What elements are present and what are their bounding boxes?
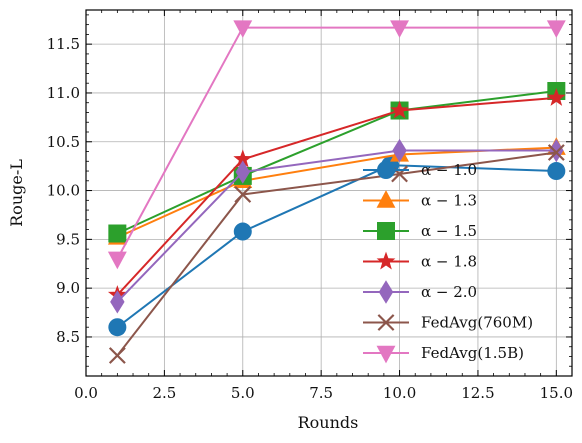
legend-label: α − 1.3 [421, 192, 477, 210]
data-point-marker [392, 138, 407, 163]
legend-label: FedAvg(1.5B) [421, 344, 524, 362]
legend-entry: α − 1.5 [363, 222, 477, 240]
series-3 [108, 82, 566, 243]
data-point-marker [390, 20, 409, 38]
legend-entry: α − 1.8 [363, 251, 477, 271]
series-line [116, 151, 557, 357]
x-marker-stroke [108, 347, 126, 364]
data-point-marker [234, 186, 252, 203]
series-line [116, 96, 557, 296]
x-tick-label: 7.5 [309, 384, 333, 402]
series-group [107, 20, 566, 364]
legend-entry: α − 1.0 [363, 161, 477, 179]
series-line [116, 26, 557, 260]
data-point-marker [233, 149, 253, 168]
legend-entry: α − 2.0 [363, 280, 477, 304]
y-tick-label: 10.5 [47, 133, 80, 151]
data-point-marker [546, 20, 566, 38]
data-point-marker [108, 224, 127, 243]
x-marker-stroke [234, 186, 252, 203]
legend-marker [377, 314, 395, 331]
legend: α − 1.0 α − 1.3 α − 1.5 α − 1.8 α − 2.0 FedAv… [363, 161, 533, 364]
x-tick-label: 12.5 [461, 384, 494, 402]
data-point-marker [547, 144, 565, 161]
y-axis-title: Rouge-L [7, 159, 26, 227]
legend-marker [377, 161, 395, 179]
series-1 [108, 156, 566, 337]
legend-label: α − 1.0 [421, 161, 477, 179]
y-tick-label: 11.5 [47, 35, 80, 53]
x-marker-stroke [377, 314, 395, 331]
data-point-marker [233, 20, 253, 38]
legend-marker [376, 190, 396, 208]
x-tick-label: 15.0 [540, 384, 573, 402]
tick-group: 0.0 2.5 5.0 7.5 10.0 12.5 15.0 8.5 9.0 9.5 10.0 10.… [47, 10, 573, 402]
data-point-marker [108, 347, 126, 364]
x-tick-label: 0.0 [74, 384, 98, 402]
legend-entry: FedAvg(760M) [363, 314, 533, 332]
series-line [116, 164, 557, 328]
x-tick-label: 2.5 [152, 384, 176, 402]
series-5 [110, 138, 564, 314]
legend-label: FedAvg(760M) [421, 314, 533, 332]
data-point-marker [549, 138, 564, 163]
legend-label: α − 2.0 [421, 283, 477, 301]
data-point-marker [546, 87, 566, 106]
y-tick-label: 9.0 [56, 279, 80, 297]
y-tick-label: 10.0 [47, 182, 80, 200]
legend-entry: α − 1.3 [363, 190, 477, 210]
data-point-marker [233, 222, 252, 241]
legend-marker [377, 222, 395, 240]
data-point-marker [235, 160, 250, 184]
series-4 [107, 87, 566, 304]
series-7 [107, 20, 566, 270]
legend-entry: FedAvg(1.5B) [363, 344, 524, 364]
plot-border [85, 9, 573, 377]
series-line [116, 90, 557, 235]
legend-label: α − 1.8 [421, 253, 477, 271]
y-tick-label: 8.5 [56, 328, 80, 346]
legend-marker [378, 280, 394, 304]
x-marker-stroke [547, 144, 565, 161]
y-tick-label: 11.0 [47, 84, 80, 102]
legend-label: α − 1.5 [421, 222, 477, 240]
x-axis-title: Rounds [298, 413, 359, 432]
plot-frame [85, 9, 573, 377]
legend-marker [376, 345, 396, 364]
legend-marker [376, 251, 396, 270]
x-marker-stroke [391, 165, 408, 183]
x-tick-label: 5.0 [231, 384, 255, 402]
data-point-marker [107, 251, 127, 270]
grid-lines [85, 10, 572, 376]
data-point-marker [108, 318, 127, 337]
data-point-marker [390, 100, 409, 119]
data-point-marker [110, 290, 125, 314]
y-tick-label: 9.5 [56, 230, 80, 248]
data-point-marker [547, 162, 566, 181]
x-tick-label: 10.0 [383, 384, 416, 402]
series-line [116, 149, 557, 303]
